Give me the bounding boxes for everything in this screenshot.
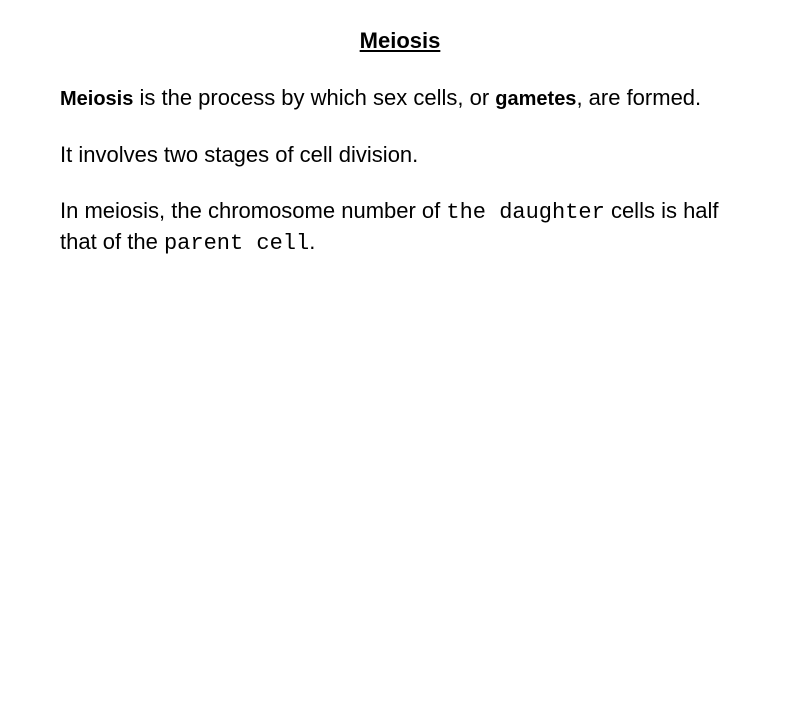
p3-text3: . xyxy=(309,229,315,254)
term-gametes: gametes xyxy=(495,88,576,110)
paragraph-3: In meiosis, the chromosome number of the… xyxy=(60,197,740,258)
p3-text1: In meiosis, the chromosome number of xyxy=(60,198,446,223)
p1-text1: is the process by which sex cells, or xyxy=(133,85,495,110)
p3-mono2: parent cell xyxy=(164,231,309,256)
p3-mono1: the daughter xyxy=(446,200,604,225)
paragraph-2: It involves two stages of cell division. xyxy=(60,141,740,170)
p1-text2: , are formed. xyxy=(576,85,701,110)
term-meiosis: Meiosis xyxy=(60,88,133,110)
page-title: Meiosis xyxy=(180,28,620,54)
paragraph-1: Meiosis is the process by which sex cell… xyxy=(60,84,740,113)
